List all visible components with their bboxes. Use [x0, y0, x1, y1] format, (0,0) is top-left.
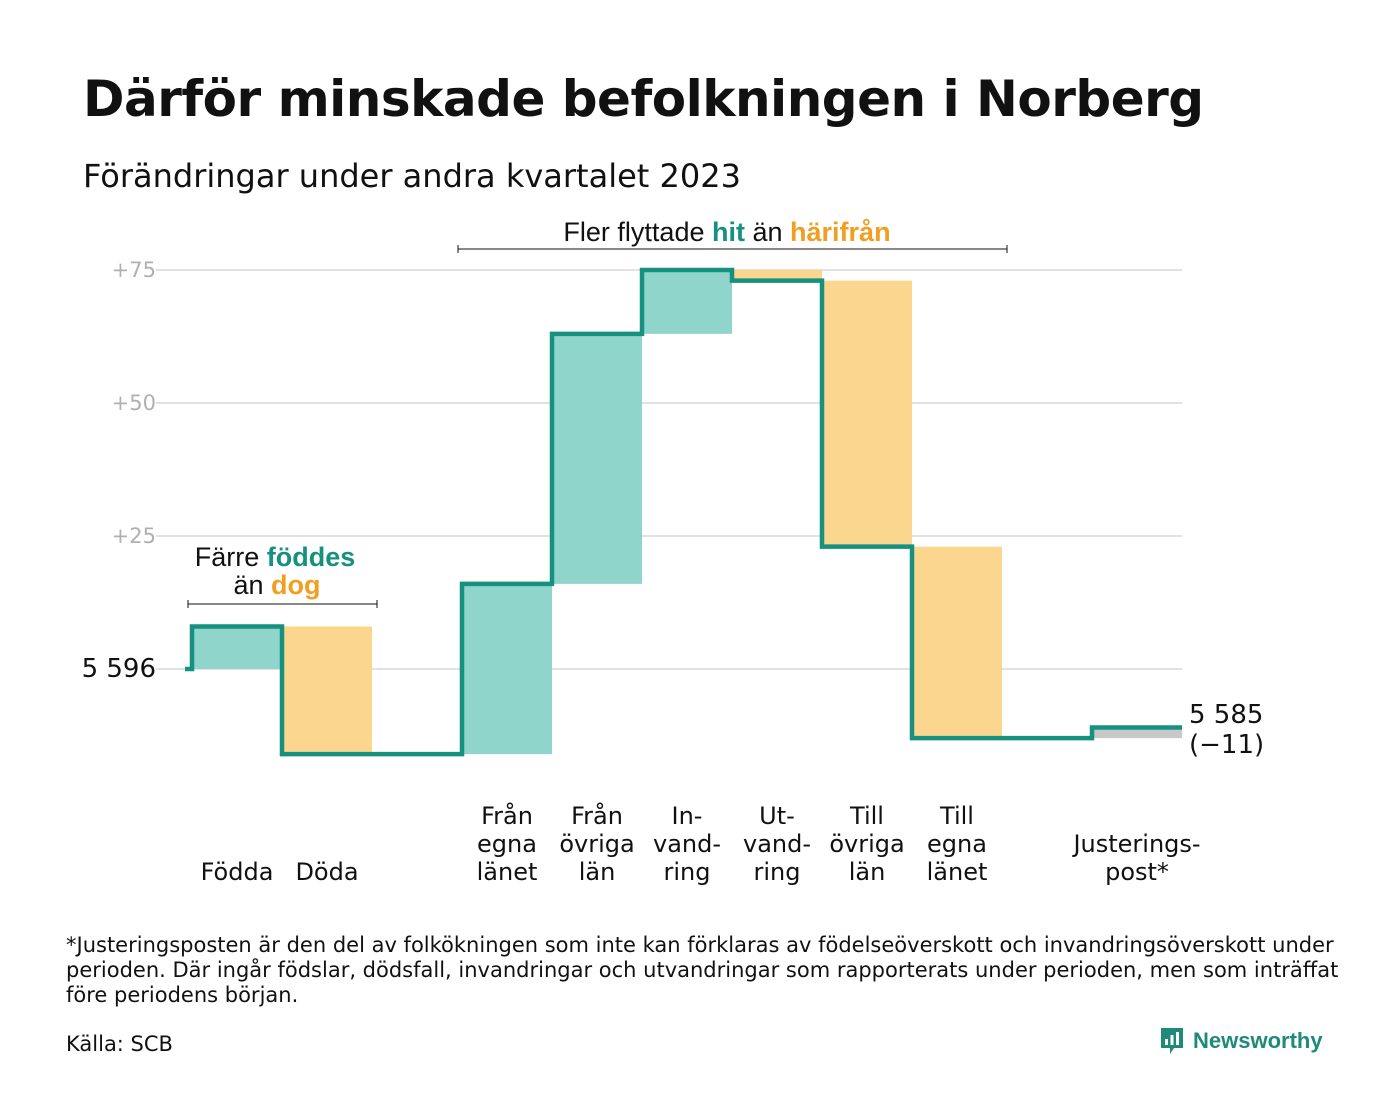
bar-decrease [822, 280, 912, 547]
category-label: Till övriga län [829, 802, 904, 886]
bars [192, 270, 1182, 755]
bar-decrease [912, 546, 1002, 739]
category-label: Döda [295, 858, 358, 886]
migration-annotation: Fler flyttade hit än härifrån [563, 217, 890, 247]
bar-increase [642, 270, 732, 334]
labels: Födda Döda Från egna länet Från övriga län In-va… [201, 700, 1265, 886]
bar-increase [462, 583, 552, 755]
source-note: Källa: SCB [66, 1032, 173, 1056]
page-subtitle: Förändringar under andra kvartalet 2023 [83, 157, 741, 195]
births-annotation-line1: Färre föddes [195, 542, 356, 572]
page-title: Därför minskade befolkningen i Norberg [83, 70, 1204, 128]
births-annotation-line2: än dog [233, 570, 320, 600]
bar-increase [552, 333, 642, 584]
waterfall-chart: +25 +50 +75 5 596 Födda Döda Från egna länet Frå… [82, 217, 1265, 886]
brand: Newsworthy [1159, 1026, 1323, 1056]
category-label: Justerings-post* [1071, 830, 1200, 886]
end-change-label: (−11) [1189, 730, 1264, 760]
bar-adjustment [1092, 727, 1182, 739]
cumulative-line [185, 267, 1182, 757]
brand-name: Newsworthy [1193, 1028, 1323, 1053]
cumulative-line-group [185, 267, 1182, 757]
bar-decrease [732, 270, 822, 281]
y-tick-label: +75 [112, 258, 156, 282]
newsworthy-logo-icon [1161, 1028, 1183, 1054]
end-value-label: 5 585 [1189, 700, 1263, 730]
y-tick-label: +25 [112, 524, 156, 548]
bar-increase [192, 626, 282, 669]
category-label: In-vand-ring [653, 802, 721, 886]
category-label: Ut-vand-ring [743, 802, 811, 886]
footnote: *Justeringsposten är den del av folkökni… [66, 933, 1339, 1007]
category-label: Från övriga län [559, 801, 634, 886]
y-tick-label: +50 [112, 391, 156, 415]
category-label: Från egna länet [477, 801, 538, 886]
start-value-label: 5 596 [82, 654, 156, 684]
bar-decrease [282, 626, 372, 755]
category-label: Födda [201, 858, 274, 886]
category-label: Till egna länet [927, 802, 988, 886]
